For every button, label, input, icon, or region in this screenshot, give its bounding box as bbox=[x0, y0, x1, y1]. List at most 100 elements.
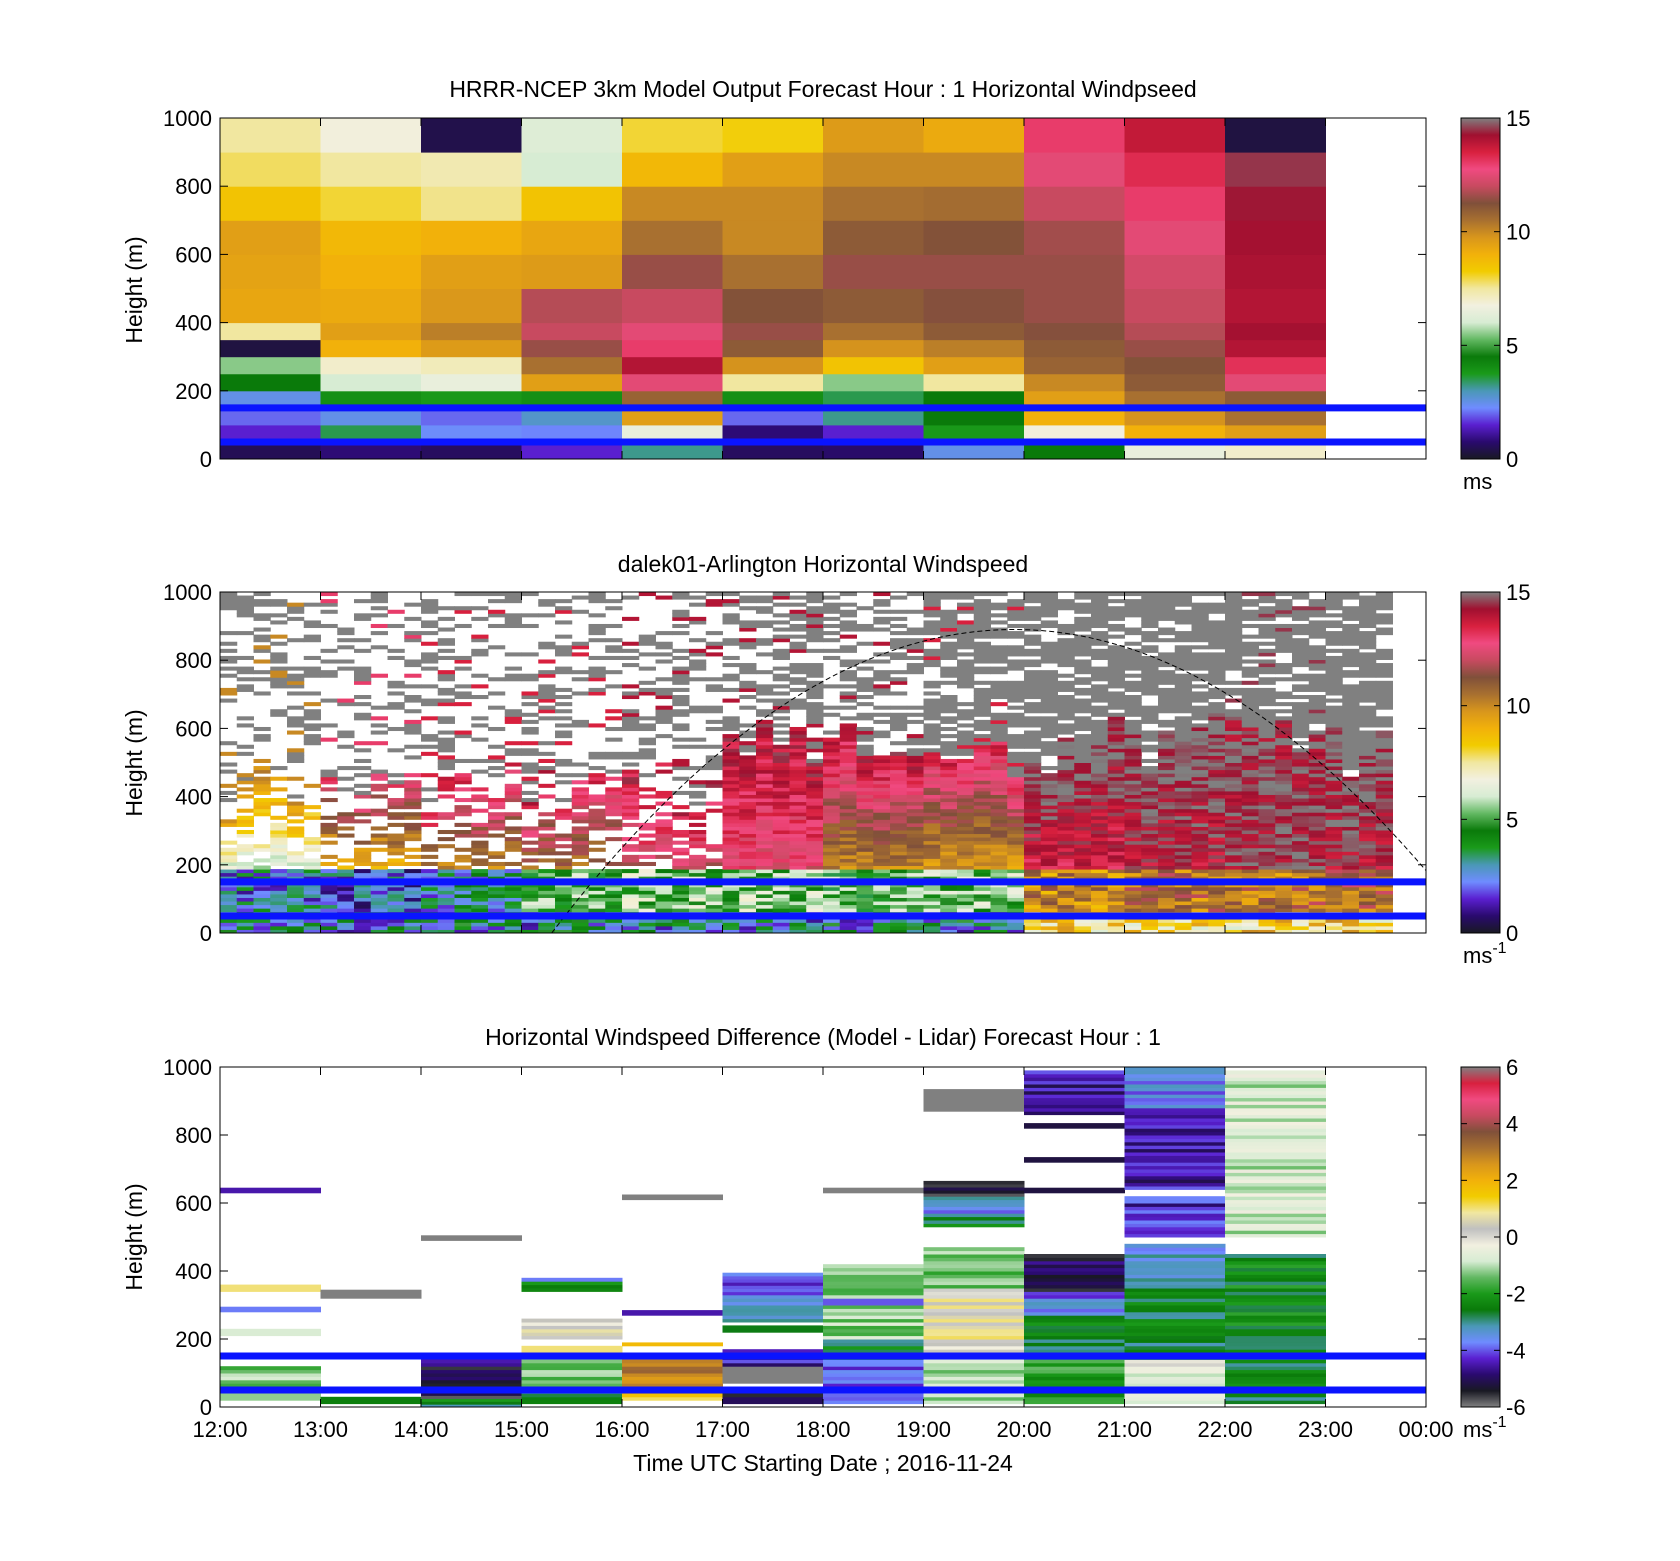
heatmap-cell bbox=[488, 815, 506, 820]
heatmap-cell bbox=[303, 702, 321, 707]
heatmap-cell bbox=[906, 929, 924, 933]
heatmap-cell bbox=[1308, 904, 1326, 909]
heatmap-cell bbox=[772, 801, 790, 806]
heatmap-cell bbox=[890, 712, 908, 717]
heatmap-cell bbox=[521, 780, 539, 785]
heatmap-cell bbox=[689, 705, 707, 710]
heatmap-cell bbox=[1057, 716, 1075, 721]
heatmap-cell bbox=[220, 861, 238, 867]
heatmap-cell bbox=[772, 929, 790, 933]
heatmap-cell bbox=[756, 869, 774, 874]
heatmap-cell bbox=[1007, 698, 1025, 703]
heatmap-cell bbox=[756, 822, 774, 827]
heatmap-cell bbox=[1057, 638, 1075, 643]
heatmap-cell bbox=[856, 773, 874, 778]
heatmap-cell bbox=[1241, 798, 1259, 803]
heatmap-cell bbox=[437, 744, 455, 749]
heatmap-cell bbox=[1275, 641, 1293, 646]
heatmap-cell bbox=[1258, 716, 1276, 721]
heatmap-cell bbox=[354, 893, 372, 898]
heatmap-cell bbox=[538, 922, 556, 927]
heatmap-cell bbox=[605, 861, 623, 867]
heatmap-cell bbox=[1057, 890, 1075, 895]
heatmap-cell bbox=[454, 702, 472, 707]
heatmap-cell bbox=[1292, 858, 1310, 863]
heatmap-cell bbox=[1325, 599, 1343, 604]
heatmap-cell bbox=[555, 872, 573, 877]
heatmap-cell bbox=[739, 808, 757, 813]
heatmap-cell bbox=[1208, 908, 1226, 913]
heatmap-cell bbox=[404, 812, 422, 817]
heatmap-cell bbox=[1308, 847, 1326, 852]
heatmap-cell bbox=[421, 288, 522, 324]
heatmap-cell bbox=[521, 712, 539, 717]
heatmap-cell bbox=[1191, 755, 1209, 760]
heatmap-cell bbox=[605, 716, 623, 721]
heatmap-cell bbox=[806, 794, 824, 799]
heatmap-cell bbox=[1024, 812, 1042, 817]
heatmap-cell bbox=[1308, 876, 1326, 881]
heatmap-cell bbox=[1325, 666, 1343, 671]
heatmap-cell bbox=[270, 901, 288, 906]
heatmap-cell bbox=[856, 826, 874, 831]
heatmap-cell bbox=[1141, 908, 1159, 913]
heatmap-cell bbox=[605, 794, 623, 799]
heatmap-cell bbox=[1040, 805, 1058, 810]
heatmap-cell bbox=[1024, 815, 1042, 820]
heatmap-cell bbox=[1258, 769, 1276, 774]
heatmap-cell bbox=[1275, 858, 1293, 863]
heatmap-cell bbox=[521, 702, 539, 707]
heatmap-cell bbox=[1359, 616, 1377, 621]
heatmap-cell bbox=[957, 876, 975, 881]
heatmap-cell bbox=[873, 876, 891, 881]
heatmap-cell bbox=[756, 808, 774, 813]
heatmap-cell bbox=[303, 925, 321, 930]
heatmap-cell bbox=[1158, 819, 1176, 824]
heatmap-cell bbox=[303, 691, 321, 696]
heatmap-cell bbox=[940, 758, 958, 763]
heatmap-cell bbox=[421, 872, 439, 877]
heatmap-cell bbox=[1208, 812, 1226, 817]
heatmap-cell bbox=[739, 840, 757, 845]
heatmap-cell bbox=[1040, 702, 1058, 707]
heatmap-cell bbox=[990, 815, 1008, 820]
heatmap-cell bbox=[1225, 812, 1243, 817]
heatmap-cell bbox=[906, 901, 924, 906]
heatmap-cell bbox=[1325, 805, 1343, 810]
heatmap-cell bbox=[521, 613, 539, 618]
heatmap-cell bbox=[772, 648, 790, 653]
heatmap-cell bbox=[1040, 641, 1058, 646]
heatmap-cell bbox=[672, 908, 690, 913]
heatmap-cell bbox=[672, 766, 690, 771]
heatmap-cell bbox=[1241, 851, 1259, 856]
heatmap-cell bbox=[1258, 876, 1276, 881]
heatmap-cell bbox=[1158, 929, 1176, 933]
heatmap-cell bbox=[990, 790, 1008, 795]
heatmap-cell bbox=[521, 441, 623, 459]
heatmap-cell bbox=[571, 677, 589, 682]
heatmap-cell bbox=[622, 815, 640, 820]
heatmap-cell bbox=[655, 837, 673, 842]
heatmap-cell bbox=[622, 186, 723, 221]
heatmap-cell bbox=[940, 648, 958, 653]
heatmap-cell bbox=[1325, 655, 1343, 660]
heatmap-cell bbox=[722, 663, 740, 668]
heatmap-cell bbox=[856, 801, 874, 806]
heatmap-cell bbox=[1141, 897, 1159, 902]
heatmap-cell bbox=[789, 595, 807, 600]
heatmap-cell bbox=[1107, 854, 1125, 859]
heatmap-cell bbox=[622, 719, 640, 724]
heatmap-cell bbox=[1007, 776, 1025, 781]
heatmap-cell bbox=[571, 897, 589, 902]
heatmap-cell bbox=[437, 893, 455, 898]
heatmap-cell bbox=[1074, 627, 1092, 632]
heatmap-cell bbox=[1342, 716, 1360, 721]
heatmap-cell bbox=[404, 837, 422, 842]
heatmap-cell bbox=[689, 897, 707, 902]
heatmap-cell bbox=[839, 890, 857, 895]
heatmap-cell bbox=[957, 702, 975, 707]
heatmap-cell bbox=[1308, 655, 1326, 660]
heatmap-cell bbox=[370, 826, 388, 831]
heatmap-cell bbox=[1007, 815, 1025, 820]
heatmap-cell bbox=[973, 805, 991, 810]
